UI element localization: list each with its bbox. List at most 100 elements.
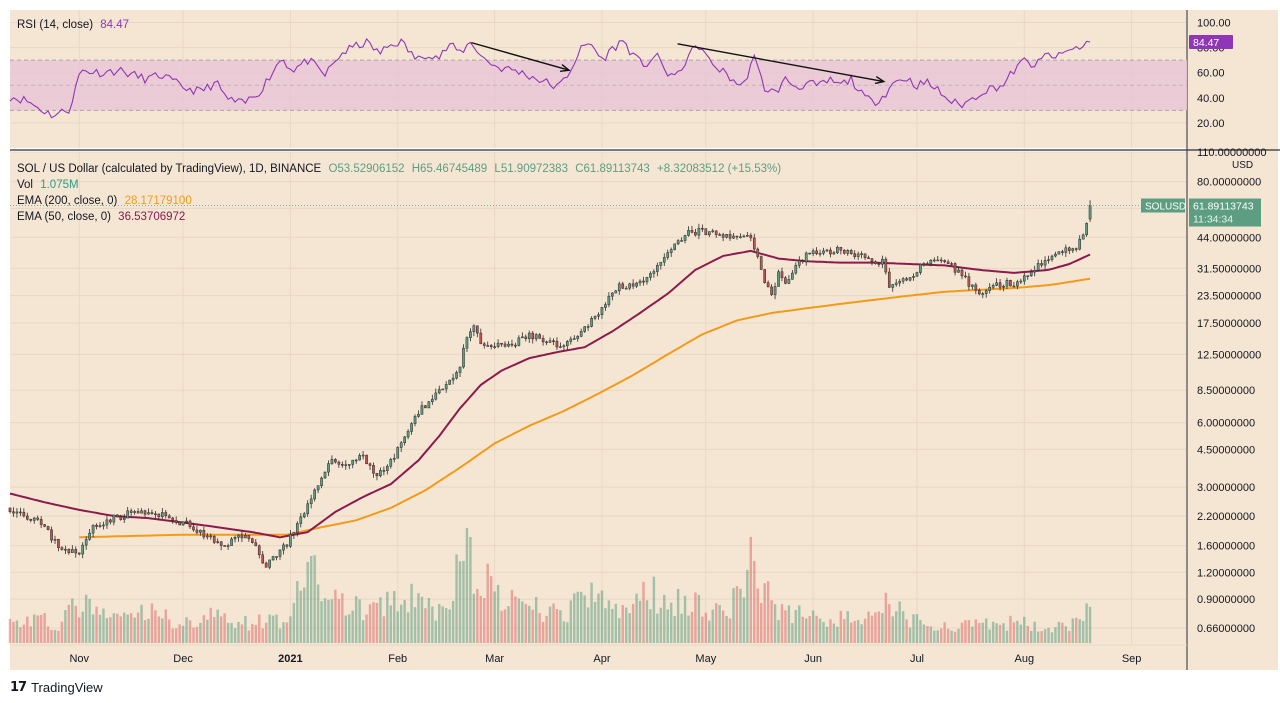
candle-body: [676, 240, 680, 245]
candle-body: [296, 523, 299, 533]
candle-body: [427, 401, 431, 409]
volume-bar: [337, 598, 341, 643]
volume-bar: [240, 624, 244, 643]
volume-bar: [140, 604, 143, 643]
candle-body: [756, 248, 760, 257]
volume-bar: [891, 616, 894, 643]
volume-bar: [832, 623, 836, 643]
candle-body: [586, 326, 590, 328]
candle-body: [147, 512, 150, 515]
volume-bar: [1036, 631, 1040, 643]
volume-bar: [815, 615, 818, 643]
rsi-axis-tick-label: 20.00: [1197, 118, 1225, 130]
volume-bar: [39, 614, 43, 643]
volume-bar: [1019, 624, 1023, 643]
candle-body: [517, 337, 521, 346]
volume-bar: [278, 628, 282, 643]
volume-bar: [687, 615, 690, 643]
volume-bar: [870, 615, 874, 643]
candle-body: [749, 235, 753, 239]
volume-bar: [254, 624, 257, 643]
candle-body: [420, 405, 424, 415]
volume-bar: [659, 607, 663, 643]
candle-body: [1064, 247, 1068, 253]
candle-body: [462, 347, 465, 368]
volume-bar: [188, 620, 192, 643]
candle-body: [514, 344, 517, 347]
volume-bar: [818, 618, 822, 643]
candle-body: [666, 252, 670, 258]
candle-body: [555, 340, 559, 348]
volume-bar: [590, 582, 593, 643]
candle-body: [50, 529, 53, 541]
candle-body: [375, 472, 379, 477]
candle-body: [887, 271, 891, 288]
candle-body: [912, 276, 915, 278]
candle-body: [791, 272, 794, 280]
volume-bar: [88, 598, 91, 643]
rsi-divergence-arrow: [471, 41, 570, 71]
volume-bar: [1050, 632, 1054, 643]
candle-body: [316, 485, 320, 491]
volume-bar: [251, 623, 254, 643]
volume-bar: [126, 614, 129, 643]
candle-body: [15, 511, 19, 514]
volume-bar: [386, 591, 389, 643]
candle-body: [604, 304, 607, 308]
candle-body: [1022, 275, 1026, 282]
candle-body: [521, 336, 524, 339]
volume-bar: [721, 610, 725, 643]
tradingview-brand[interactable]: 17 TradingView: [10, 680, 103, 695]
volume-bar: [451, 600, 455, 643]
candle-body: [472, 325, 476, 332]
candle-body: [659, 261, 663, 266]
volume-bar: [649, 609, 652, 643]
volume-bar: [995, 623, 998, 643]
volume-bar: [268, 614, 271, 643]
volume-bar: [718, 605, 721, 643]
candle-body: [863, 253, 867, 258]
volume-bar: [611, 608, 614, 643]
volume-bar: [624, 607, 628, 643]
candle-body: [88, 532, 91, 540]
candle-body: [309, 498, 313, 505]
volume-bar: [652, 576, 656, 643]
rsi-divergence-arrow: [677, 43, 884, 83]
candle-body: [441, 388, 445, 391]
candle-body: [808, 252, 811, 255]
candle-body: [614, 290, 618, 294]
volume-bar: [334, 589, 337, 643]
candle-body: [825, 249, 829, 252]
candle-body: [656, 265, 659, 272]
candle-body: [1029, 271, 1033, 276]
volume-bar: [1005, 630, 1009, 643]
volume-bar: [766, 581, 770, 643]
rsi-axis-tick-label: 60.00: [1197, 68, 1225, 80]
volume-bar: [804, 618, 808, 643]
candle-body: [178, 521, 181, 526]
volume-bar: [1078, 619, 1081, 643]
candle-body: [285, 544, 289, 547]
candle-body: [929, 260, 933, 265]
volume-bar: [753, 560, 756, 643]
volume-bar: [379, 597, 382, 643]
candle-body: [908, 277, 912, 281]
price-axis-tick-label: 17.50000000: [1197, 318, 1261, 330]
candle-body: [479, 332, 483, 345]
volume-bar: [1040, 631, 1043, 643]
volume-bar: [791, 623, 794, 643]
volume-bar: [296, 581, 299, 643]
candle-body: [1047, 259, 1050, 261]
time-axis-tick-label: Aug: [1015, 653, 1035, 665]
candle-body: [469, 331, 472, 338]
volume-bar: [489, 576, 493, 643]
candle-body: [1036, 263, 1040, 271]
rsi-legend: RSI (14, close) 84.47: [17, 17, 129, 33]
candle-body: [611, 292, 614, 297]
volume-bar: [943, 622, 946, 643]
volume-bar: [656, 613, 659, 643]
symbol-title: SOL / US Dollar (calculated by TradingVi…: [17, 163, 322, 175]
candle-body: [46, 526, 50, 530]
